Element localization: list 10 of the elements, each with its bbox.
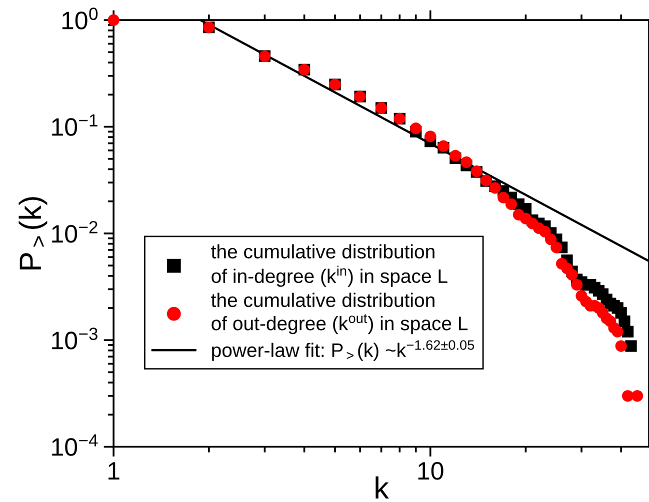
x-axis-title: k [376,476,389,498]
y-tick-label: 10$^{−1}$ [52,114,98,136]
x-tick-label: 10 [418,462,444,480]
y-tick-label: 10$^{−4}$ [52,434,98,456]
y-tick-label: 10$^{−2}$ [52,220,98,243]
y-tick-label: 10$^{−3}$ [52,328,98,350]
legend-label: power-law fit: P$_{>}$(k) ~k$^{−1.62±0.05}$ [212,340,474,361]
y-axis-title: P$_{>}$(k) [18,197,48,270]
x-tick-label: 1 [108,462,120,480]
y-tick-label: 10$^{0}$ [62,8,98,30]
